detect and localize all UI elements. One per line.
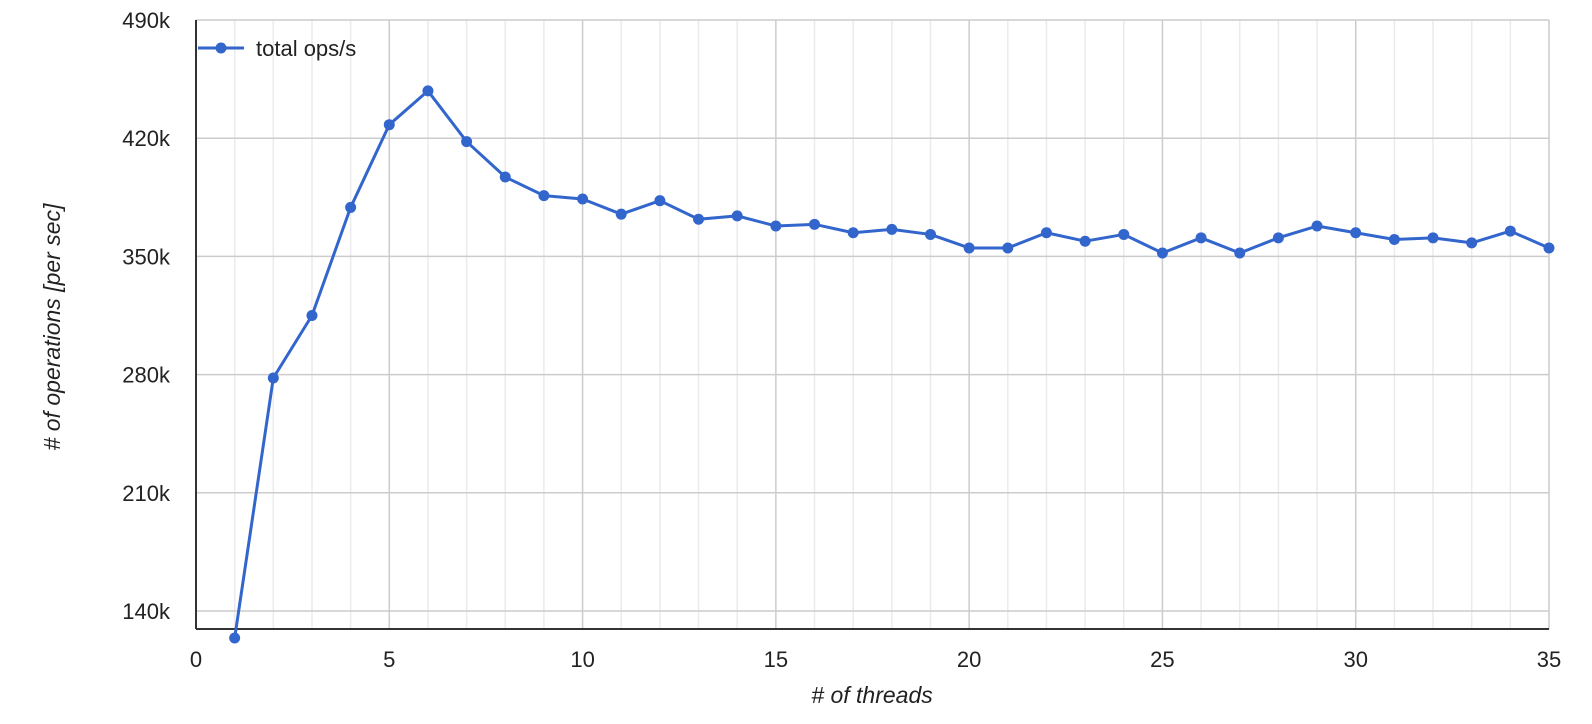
data-point[interactable] <box>1311 220 1323 232</box>
data-point[interactable] <box>1118 228 1130 240</box>
major-gridlines <box>196 19 1550 629</box>
data-point[interactable] <box>1234 247 1246 259</box>
data-point[interactable] <box>229 632 241 644</box>
data-point[interactable] <box>1466 237 1478 249</box>
x-axis-tick-labels: 0 5 10 15 20 25 30 35 <box>190 647 1561 672</box>
data-point[interactable] <box>847 227 859 239</box>
data-point[interactable] <box>1388 234 1400 246</box>
x-tick-label: 15 <box>764 647 788 672</box>
data-point[interactable] <box>267 372 279 384</box>
data-point[interactable] <box>1079 235 1091 247</box>
x-tick-label: 35 <box>1537 647 1561 672</box>
data-point[interactable] <box>306 310 318 321</box>
data-point[interactable] <box>345 201 357 213</box>
data-point[interactable] <box>538 190 550 202</box>
data-point[interactable] <box>654 195 666 207</box>
data-point[interactable] <box>1504 225 1516 237</box>
data-point[interactable] <box>731 210 743 222</box>
y-axis-tick-labels: 140k 210k 280k 350k 420k 490k <box>122 8 171 624</box>
x-tick-label: 10 <box>570 647 594 672</box>
data-point[interactable] <box>383 119 395 131</box>
data-point[interactable] <box>1156 247 1168 259</box>
x-tick-label: 25 <box>1150 647 1174 672</box>
data-point[interactable] <box>1195 232 1207 244</box>
data-point[interactable] <box>693 213 705 225</box>
data-point[interactable] <box>809 218 821 230</box>
minor-gridlines <box>233 20 1512 629</box>
data-point[interactable] <box>1543 242 1555 254</box>
data-point[interactable] <box>963 242 975 254</box>
data-point[interactable] <box>615 208 627 220</box>
x-axis-title: # of threads <box>811 682 933 708</box>
y-tick-label: 210k <box>122 481 171 506</box>
data-point[interactable] <box>1272 232 1284 244</box>
data-point[interactable] <box>577 193 589 205</box>
data-point[interactable] <box>422 85 434 97</box>
y-tick-label: 350k <box>122 244 171 269</box>
x-tick-label: 30 <box>1343 647 1367 672</box>
y-tick-label: 490k <box>122 8 171 33</box>
data-point[interactable] <box>1350 227 1362 239</box>
data-point[interactable] <box>1002 242 1014 254</box>
y-tick-label: 140k <box>122 599 171 624</box>
x-tick-label: 0 <box>190 647 202 672</box>
x-tick-label: 5 <box>383 647 395 672</box>
data-point[interactable] <box>1040 227 1052 239</box>
legend[interactable]: total ops/s <box>198 36 356 61</box>
series-layer <box>229 85 1555 644</box>
legend-label: total ops/s <box>256 36 356 61</box>
legend-marker <box>215 42 227 54</box>
y-tick-label: 280k <box>122 363 171 388</box>
data-point[interactable] <box>499 171 511 183</box>
y-tick-label: 420k <box>122 126 171 151</box>
data-point[interactable] <box>770 220 782 232</box>
y-axis-title: # of operations [per sec] <box>39 203 65 450</box>
data-point[interactable] <box>924 228 936 240</box>
data-point[interactable] <box>461 136 473 148</box>
data-point[interactable] <box>886 223 898 235</box>
x-tick-label: 20 <box>957 647 981 672</box>
data-point[interactable] <box>1427 232 1439 244</box>
axes <box>195 20 1549 630</box>
